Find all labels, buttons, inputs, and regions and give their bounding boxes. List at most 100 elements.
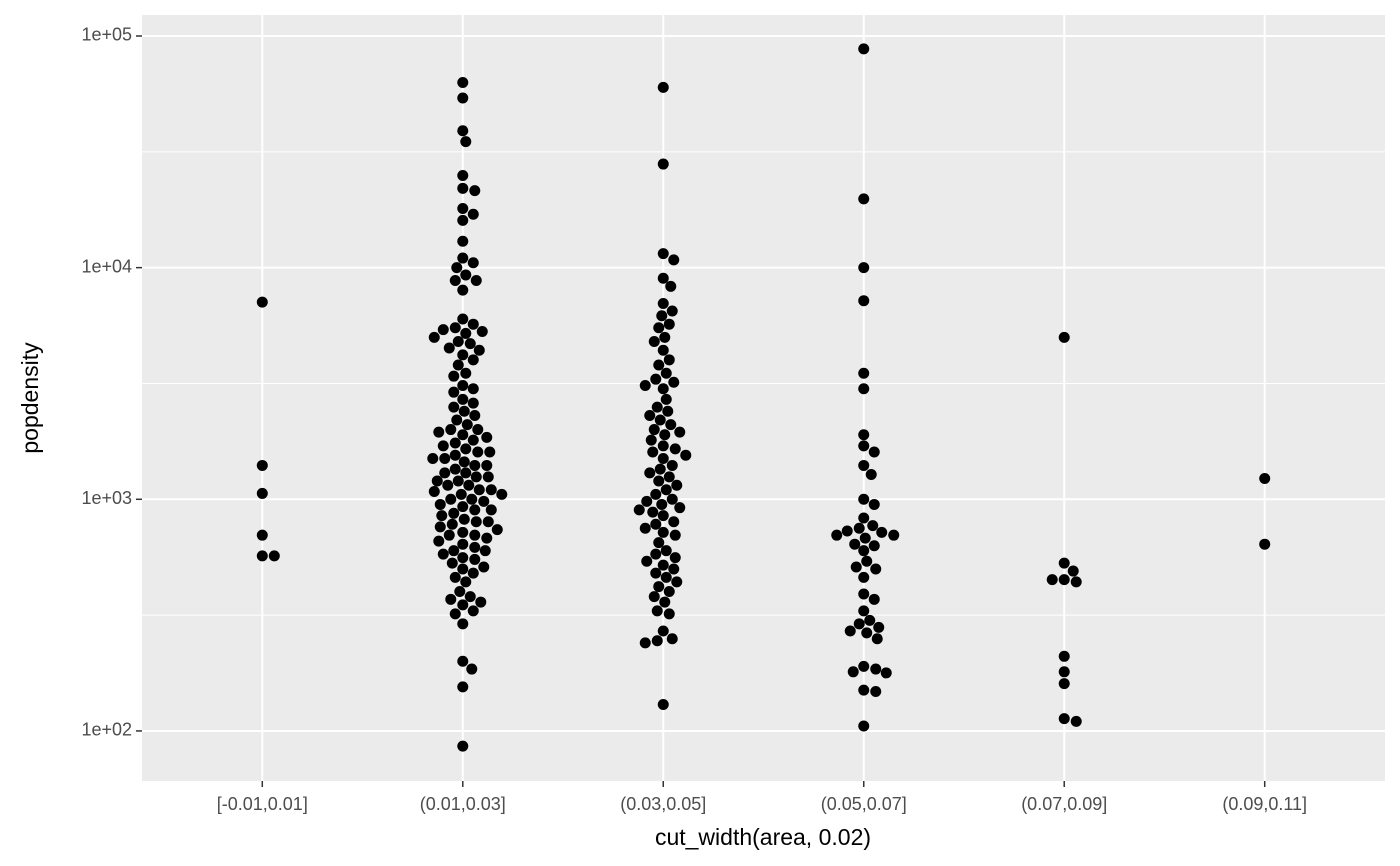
point (871, 633, 883, 645)
point (449, 322, 461, 334)
point (669, 443, 681, 455)
point (448, 370, 460, 382)
point (663, 318, 675, 330)
point (457, 655, 469, 667)
point (1259, 538, 1271, 550)
point (656, 498, 668, 510)
point (850, 561, 862, 573)
point (479, 545, 491, 557)
point (669, 552, 681, 564)
point (457, 235, 469, 247)
point (484, 446, 496, 458)
point (1070, 715, 1082, 727)
point (469, 459, 481, 471)
point (653, 359, 665, 371)
point (858, 440, 870, 452)
point (859, 532, 871, 544)
point (660, 484, 672, 496)
point (641, 555, 653, 567)
point (449, 437, 461, 449)
point (858, 493, 870, 505)
point (496, 488, 508, 500)
point (457, 379, 469, 391)
point (256, 296, 268, 308)
point (431, 475, 443, 487)
x-axis-title: cut_width(area, 0.02) (655, 824, 871, 850)
point (648, 591, 660, 603)
point (451, 414, 463, 426)
point (470, 471, 482, 483)
point (457, 393, 469, 405)
point (448, 386, 460, 398)
point (657, 383, 669, 395)
point (651, 401, 663, 413)
point (644, 409, 656, 421)
point (469, 504, 481, 516)
point (647, 446, 659, 458)
point (481, 532, 493, 544)
point (452, 475, 464, 487)
point (876, 526, 888, 538)
point (668, 376, 680, 388)
point (467, 383, 479, 395)
point (482, 471, 494, 483)
x-tick-label: (0.01,0.03] (420, 794, 506, 814)
point (867, 520, 879, 532)
x-tick-label: [-0.01,0.01] (217, 794, 308, 814)
point (467, 208, 479, 220)
point (457, 252, 469, 264)
point (268, 550, 280, 562)
point (666, 459, 678, 471)
x-tick-label: (0.05,0.07] (821, 794, 907, 814)
point (449, 608, 461, 620)
point (858, 367, 870, 379)
point (674, 426, 686, 438)
point (858, 193, 870, 205)
point (460, 269, 472, 281)
point (445, 593, 457, 605)
point (256, 459, 268, 471)
point (467, 397, 479, 409)
point (457, 169, 469, 181)
point (651, 635, 663, 647)
point (460, 327, 472, 339)
x-tick-label: (0.03,0.05] (620, 794, 706, 814)
point (659, 429, 671, 441)
point (467, 257, 479, 269)
point (469, 529, 481, 541)
point (657, 699, 669, 711)
point (858, 605, 870, 617)
point (437, 440, 449, 452)
point (469, 409, 481, 421)
point (1259, 472, 1271, 484)
point (648, 424, 660, 436)
point (469, 553, 481, 565)
point (476, 326, 488, 338)
point (457, 681, 469, 693)
y-tick-label: 1e+04 (81, 256, 132, 276)
point (457, 313, 469, 325)
point (485, 484, 497, 496)
point (647, 506, 659, 518)
point (880, 667, 892, 679)
point (458, 456, 470, 468)
point (868, 540, 880, 552)
point (449, 571, 461, 583)
point (466, 663, 478, 675)
point (657, 344, 669, 356)
point (858, 512, 870, 524)
point (478, 495, 490, 507)
point (457, 429, 469, 441)
point (463, 479, 475, 491)
point (481, 431, 493, 443)
point (475, 596, 487, 608)
point (648, 335, 660, 347)
point (457, 125, 469, 137)
point (660, 393, 672, 405)
point (482, 516, 494, 528)
point (665, 419, 677, 431)
point (460, 467, 472, 479)
point (478, 561, 490, 573)
point (663, 585, 675, 597)
